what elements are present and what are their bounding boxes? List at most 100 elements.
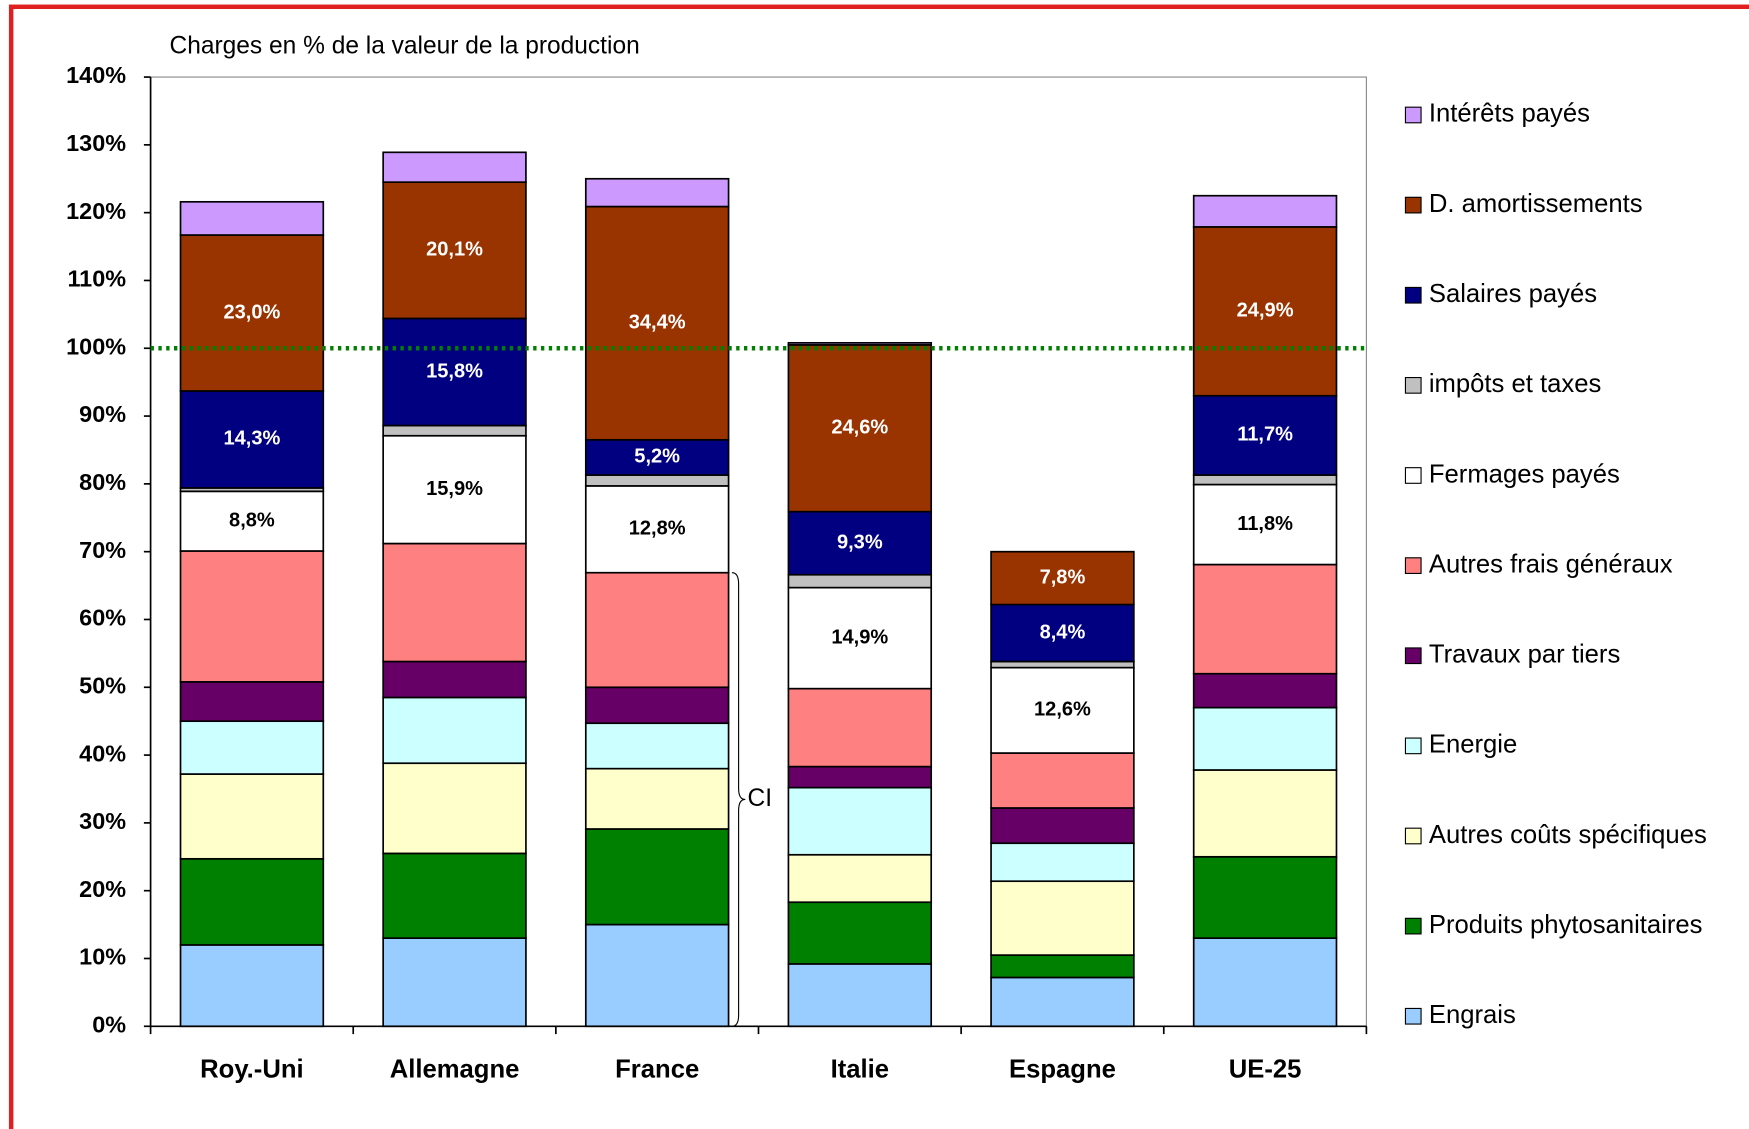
value-label: 7,8% <box>1040 566 1086 588</box>
y-tick-label: 90% <box>79 401 126 427</box>
bar-segment <box>787 342 933 346</box>
bar-segment <box>990 954 1135 979</box>
legend-label: Energie <box>1429 731 1517 759</box>
x-tick-label: France <box>615 1056 699 1084</box>
legend-swatch <box>1404 376 1422 394</box>
plot-area <box>150 76 1367 1027</box>
value-label: 8,4% <box>1040 621 1086 643</box>
legend-label: Fermages payés <box>1429 460 1620 488</box>
legend-swatch <box>1404 1007 1422 1025</box>
bar-segment <box>382 151 527 183</box>
bar-segment <box>584 722 730 770</box>
value-label: 8,8% <box>229 509 275 531</box>
legend-label: Salaires payés <box>1429 280 1597 308</box>
y-tick-label: 120% <box>66 198 126 224</box>
y-tick-label: 100% <box>66 333 126 359</box>
legend-label: Intérêts payés <box>1429 100 1590 128</box>
bar-segment <box>179 200 325 236</box>
bar-segment <box>382 434 527 545</box>
bar-segment <box>179 857 325 946</box>
legend-swatch <box>1404 827 1422 845</box>
y-tick-label: 130% <box>66 130 126 156</box>
bar-segment <box>382 937 527 1028</box>
legend-label: Autres coûts spécifiques <box>1429 821 1707 849</box>
bar-segment <box>990 807 1135 845</box>
legend-swatch <box>1404 647 1422 665</box>
y-tick-label: 30% <box>79 808 126 834</box>
bar-segment <box>382 542 527 663</box>
bar-segment <box>787 687 933 768</box>
bar-segment <box>584 686 730 725</box>
value-label: 24,6% <box>831 417 888 439</box>
bar-segment <box>179 550 325 683</box>
value-label: 14,9% <box>831 626 888 648</box>
bar-segment <box>990 550 1135 606</box>
bar-segment <box>1192 706 1338 771</box>
y-tick-label: 80% <box>79 469 126 495</box>
bar-segment <box>990 976 1135 1028</box>
value-label: 23,0% <box>223 301 280 323</box>
bar-segment <box>382 696 527 765</box>
bar-segment <box>179 720 325 775</box>
x-tick-label: Espagne <box>1009 1056 1116 1084</box>
legend-label: Travaux par tiers <box>1429 641 1620 669</box>
legend-swatch <box>1404 737 1422 755</box>
bar-segment <box>1192 394 1338 476</box>
value-label: 15,8% <box>426 360 483 382</box>
legend-label: Engrais <box>1429 1001 1516 1029</box>
bar-segment <box>584 474 730 487</box>
bar-segment <box>1192 226 1338 397</box>
bar-segment <box>990 660 1135 669</box>
y-tick-label: 40% <box>79 740 126 766</box>
bar-segment <box>787 853 933 904</box>
bar-segment <box>584 438 730 476</box>
bar-segment <box>787 901 933 965</box>
legend-swatch <box>1404 917 1422 935</box>
bar-segment <box>584 767 730 830</box>
bar-segment <box>382 424 527 437</box>
bar-segment <box>1192 194 1338 228</box>
legend-label: Autres frais généraux <box>1429 550 1673 578</box>
bar-segment <box>1192 672 1338 709</box>
y-tick-label: 10% <box>79 944 126 970</box>
value-label: 11,7% <box>1237 424 1293 446</box>
bar-segment <box>382 181 527 320</box>
bar-segment <box>787 573 933 589</box>
y-tick-label: 0% <box>92 1011 126 1037</box>
value-label: 34,4% <box>629 311 686 333</box>
legend-swatch <box>1404 196 1422 214</box>
bar-segment <box>787 765 933 789</box>
value-label: 5,2% <box>634 446 680 468</box>
bar-segment <box>179 944 325 1028</box>
legend-swatch <box>1404 467 1422 484</box>
chart-title: Charges en % de la valeur de la producti… <box>170 32 640 59</box>
bar-segment <box>787 586 933 690</box>
bar-segment <box>584 485 730 574</box>
value-label: 15,9% <box>426 478 483 500</box>
y-tick-label: 60% <box>79 605 126 631</box>
x-tick-label: Roy.-Uni <box>200 1056 304 1084</box>
value-label: 12,8% <box>629 518 686 540</box>
legend-label: impôts et taxes <box>1429 370 1601 398</box>
bar-segment <box>1192 563 1338 675</box>
y-tick-label: 140% <box>66 62 126 88</box>
bar-segment <box>179 773 325 860</box>
bar-segment <box>990 752 1135 809</box>
bar-segment <box>1192 769 1338 858</box>
bar-segment <box>1192 483 1338 566</box>
y-tick-label: 110% <box>67 266 126 292</box>
legend-swatch <box>1404 286 1422 304</box>
bar-segment <box>584 923 730 1028</box>
value-label: 12,6% <box>1034 699 1091 721</box>
value-label: 9,3% <box>837 531 883 553</box>
bar-segment <box>990 603 1135 663</box>
x-tick-label: Allemagne <box>390 1056 520 1084</box>
bar-segment <box>787 963 933 1028</box>
legend-label: D. amortissements <box>1429 190 1643 218</box>
legend-swatch <box>1404 106 1422 124</box>
bar-segment <box>179 234 325 392</box>
bar-segment <box>584 571 730 689</box>
bar-segment <box>584 828 730 926</box>
